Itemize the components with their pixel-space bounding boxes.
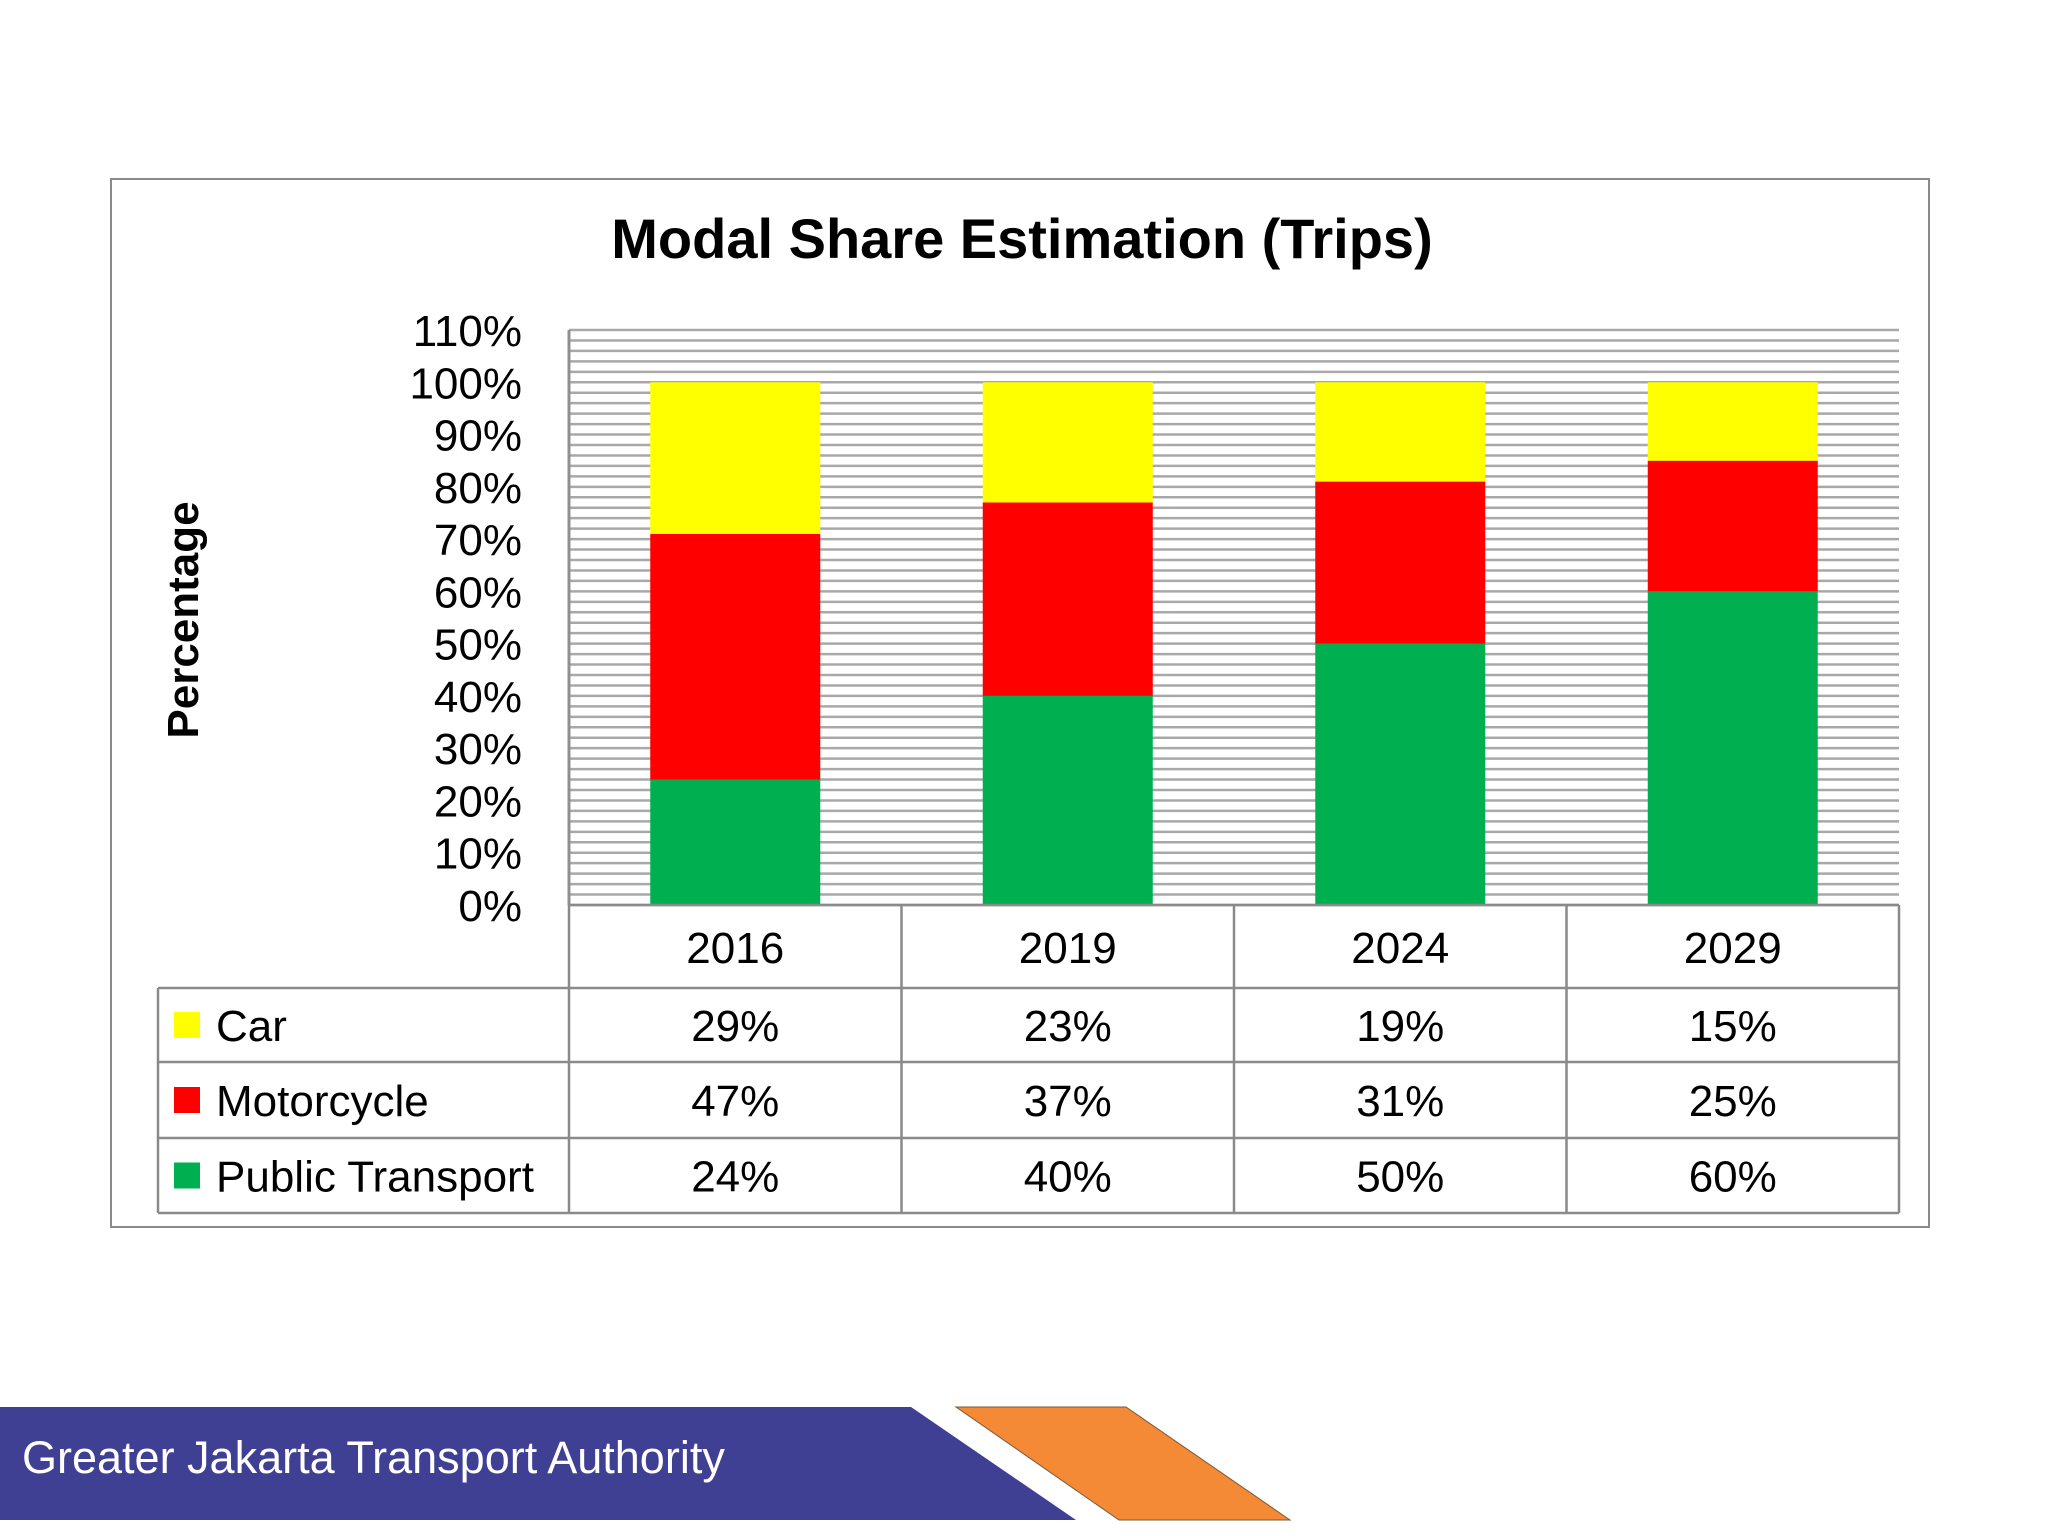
bar-segment-motorcycle [982, 502, 1153, 696]
legend-label: Motorcycle [216, 1077, 429, 1126]
chart-title: Modal Share Estimation (Trips) [611, 207, 1432, 270]
organization-name: Greater Jakarta Transport Authority [22, 1432, 725, 1483]
y-tick-label: 60% [434, 568, 522, 617]
data-table-value: 40% [1024, 1153, 1112, 1202]
bar-segment-car [650, 382, 821, 534]
y-tick-label: 70% [434, 516, 522, 565]
legend-key [174, 1162, 200, 1189]
data-table-value: 24% [691, 1153, 779, 1202]
legend-key [174, 1012, 200, 1038]
data-table-value: 47% [691, 1077, 779, 1126]
legend-label: Public Transport [216, 1153, 534, 1202]
y-tick-label: 80% [434, 464, 522, 513]
legend-label: Car [216, 1002, 287, 1051]
y-tick-label: 30% [434, 725, 522, 774]
y-tick-label: 20% [434, 777, 522, 826]
bar-segment-motorcycle [1647, 460, 1818, 592]
y-tick-label: 0% [458, 882, 522, 931]
data-table-value: 60% [1689, 1153, 1777, 1202]
bar-segment-public-transport [1315, 643, 1486, 905]
bar-segment-public-transport [1647, 591, 1818, 905]
x-category-label: 2019 [1019, 924, 1117, 973]
data-table-value: 31% [1356, 1077, 1444, 1126]
bar-segment-car [1647, 382, 1818, 461]
y-axis-label: Percentage [159, 501, 208, 738]
y-tick-label: 100% [409, 359, 522, 408]
bar-segment-motorcycle [650, 533, 821, 780]
data-table-value: 50% [1356, 1153, 1444, 1202]
data-table-value: 15% [1689, 1002, 1777, 1051]
y-tick-label: 90% [434, 412, 522, 461]
x-category-label: 2016 [686, 924, 784, 973]
legend-key [174, 1087, 200, 1113]
x-category-label: 2029 [1684, 924, 1782, 973]
bar-segment-car [1315, 382, 1486, 482]
y-tick-label: 10% [434, 830, 522, 879]
y-tick-label: 110% [413, 307, 522, 356]
data-table-value: 37% [1024, 1077, 1112, 1126]
x-category-label: 2024 [1351, 924, 1449, 973]
y-tick-label: 40% [434, 673, 522, 722]
bar-segment-car [982, 382, 1153, 503]
bar-segment-motorcycle [1315, 481, 1486, 644]
y-tick-label: 50% [434, 621, 522, 670]
chart-frame [110, 178, 1930, 1228]
data-table-value: 25% [1689, 1077, 1777, 1126]
data-table-value: 19% [1356, 1002, 1444, 1051]
data-table-value: 29% [691, 1002, 779, 1051]
bar-segment-public-transport [650, 779, 821, 905]
bar-segment-public-transport [982, 695, 1153, 905]
data-table-value: 23% [1024, 1002, 1112, 1051]
